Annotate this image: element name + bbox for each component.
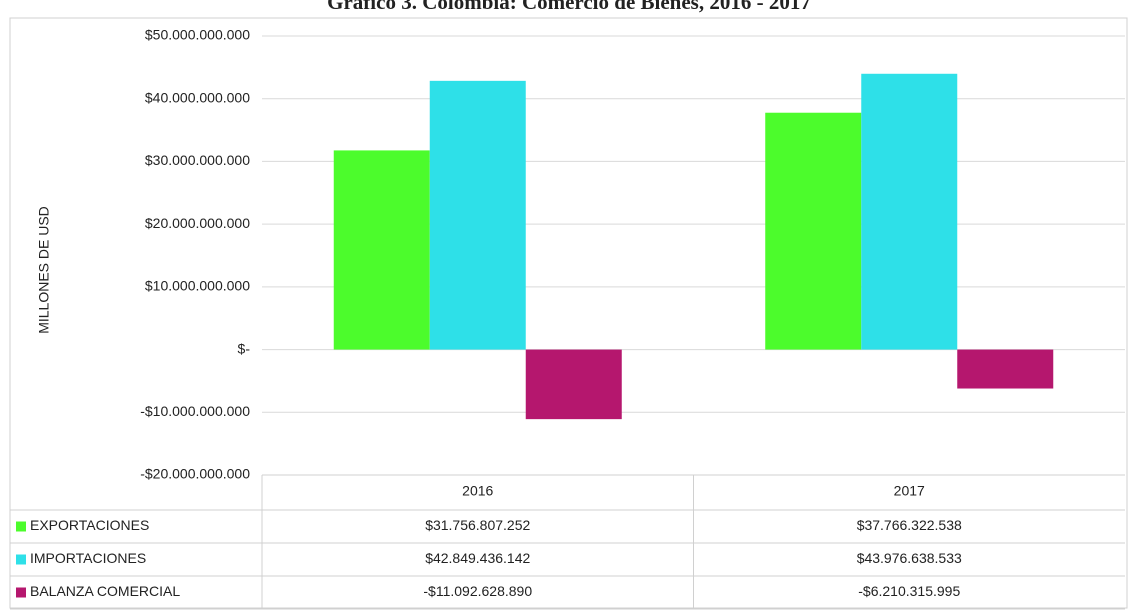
legend-key: [16, 521, 26, 532]
y-tick-label: -$20.000.000.000: [140, 466, 250, 482]
table-value: -$6.210.315.995: [858, 583, 960, 599]
y-tick-label: $40.000.000.000: [145, 89, 250, 105]
legend-label: IMPORTACIONES: [30, 550, 146, 566]
table-value: $43.976.638.533: [857, 550, 962, 566]
table-value: $37.766.322.538: [857, 517, 962, 533]
bar: [861, 73, 958, 350]
y-tick-label: $30.000.000.000: [145, 152, 250, 168]
y-tick-label: $-: [238, 340, 251, 356]
legend-key: [16, 554, 26, 565]
table-value: $31.756.807.252: [425, 517, 530, 533]
table-header: 2017: [894, 483, 925, 499]
chart-title: Gráfico 3. Colombia: Comercio de Bienes,…: [327, 0, 811, 14]
y-tick-label: $20.000.000.000: [145, 215, 250, 231]
y-tick-label: $10.000.000.000: [145, 278, 250, 294]
y-tick-label: $50.000.000.000: [145, 27, 250, 43]
bar: [333, 150, 430, 350]
y-tick-label: -$10.000.000.000: [140, 403, 250, 419]
legend-label: EXPORTACIONES: [30, 517, 149, 533]
bar: [525, 349, 622, 420]
bar: [957, 349, 1054, 389]
bar: [429, 80, 526, 350]
table-value: -$11.092.628.890: [423, 583, 532, 599]
table-header: 2016: [462, 483, 493, 499]
legend-key: [16, 587, 26, 598]
y-axis-label: MILLONES DE USD: [36, 206, 52, 334]
legend-label: BALANZA COMERCIAL: [30, 583, 180, 599]
table-value: $42.849.436.142: [425, 550, 530, 566]
bar: [765, 112, 862, 350]
